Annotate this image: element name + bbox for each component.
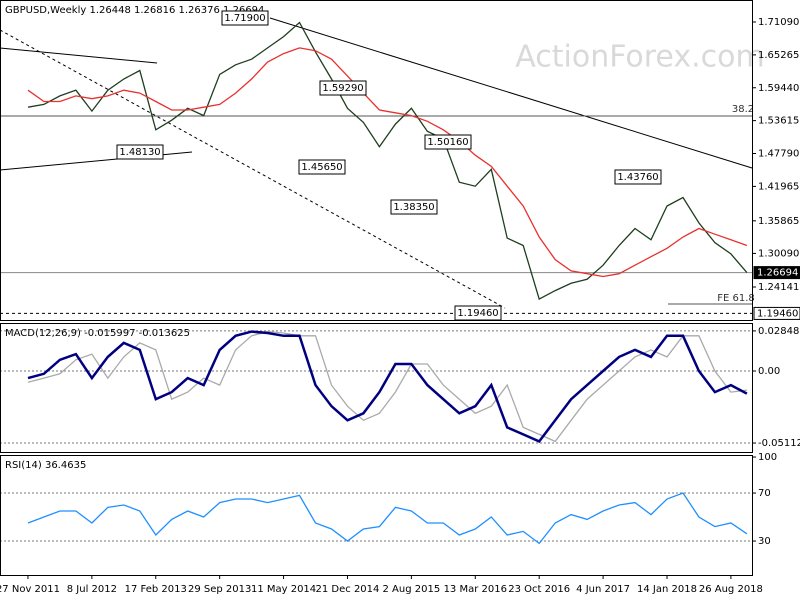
level-label: 1.38350 bbox=[393, 202, 434, 213]
x-tick-label: 14 Jan 2018 bbox=[637, 584, 697, 595]
x-tick-label: 27 Nov 2011 bbox=[0, 584, 60, 595]
x-tick-label: 21 Dec 2014 bbox=[316, 584, 380, 595]
y-tick-label: 100 bbox=[758, 452, 777, 463]
x-tick-label: 29 Sep 2013 bbox=[188, 584, 251, 595]
level-label: 1.45650 bbox=[301, 162, 342, 173]
panel-title: MACD(12,26,9) -0.015997 -0.013625 bbox=[5, 328, 190, 339]
y-tick-label: 1.65265 bbox=[758, 50, 799, 61]
x-tick-label: 2 Aug 2015 bbox=[383, 584, 441, 595]
y-tick-label: 1.53615 bbox=[758, 116, 799, 127]
panel-frame bbox=[0, 0, 753, 321]
level-box bbox=[298, 159, 346, 175]
trend-line bbox=[0, 29, 506, 309]
level-box bbox=[319, 80, 367, 96]
panel-frame bbox=[0, 455, 753, 576]
level-label: 1.43760 bbox=[617, 172, 658, 183]
x-tick-label: 11 May 2014 bbox=[251, 584, 316, 595]
y-tick-label: 1.59440 bbox=[758, 83, 799, 94]
level-box bbox=[390, 199, 438, 215]
series-line bbox=[27, 330, 747, 443]
panel-title: GBPUSD,Weekly 1.26448 1.26816 1.26376 1.… bbox=[5, 5, 264, 16]
level-box bbox=[116, 144, 164, 160]
y-tick-label: 1.71090 bbox=[758, 17, 799, 28]
plots: GBPUSD,Weekly 1.26448 1.26816 1.26376 1.… bbox=[0, 5, 800, 595]
x-tick-label: 4 Jun 2017 bbox=[576, 584, 630, 595]
panel-frame bbox=[0, 323, 753, 453]
x-tick-label: 13 Mar 2016 bbox=[444, 584, 507, 595]
level-box bbox=[424, 134, 472, 150]
y-tick-label: 1.30090 bbox=[758, 248, 799, 259]
watermark: ActionForex.com bbox=[515, 40, 764, 75]
x-tick-label: 23 Oct 2016 bbox=[508, 584, 570, 595]
fib-label: FE 61.8 bbox=[717, 293, 755, 304]
price-label: 1.26694 bbox=[757, 268, 798, 279]
series-line bbox=[27, 492, 748, 545]
y-tick-label: 0.00 bbox=[758, 366, 780, 377]
fib-label: 38.2 bbox=[732, 104, 754, 115]
x-tick-label: 8 Jul 2012 bbox=[67, 584, 117, 595]
x-tick-label: 17 Feb 2013 bbox=[125, 584, 187, 595]
y-tick-label: 30 bbox=[758, 536, 771, 547]
y-tick-label: 70 bbox=[758, 488, 771, 499]
price-box bbox=[753, 306, 800, 320]
level-label: 1.48130 bbox=[119, 147, 160, 158]
y-tick-label: 1.47790 bbox=[758, 149, 799, 160]
level-box bbox=[221, 10, 269, 26]
price-box bbox=[753, 266, 800, 280]
y-tick-label: 1.24141 bbox=[758, 282, 799, 293]
y-tick-label: 1.35865 bbox=[758, 216, 799, 227]
y-tick-label: 1.41965 bbox=[758, 181, 799, 192]
level-label: 1.19460 bbox=[457, 308, 498, 319]
level-box bbox=[614, 169, 662, 185]
level-label: 1.50160 bbox=[427, 137, 468, 148]
series-line bbox=[27, 21, 748, 301]
level-label: 1.59290 bbox=[322, 83, 363, 94]
level-label: 1.71900 bbox=[224, 13, 265, 24]
price-label: 1.19460 bbox=[757, 308, 798, 319]
trend-line bbox=[0, 47, 158, 64]
trend-line bbox=[269, 17, 753, 169]
panel-title: RSI(14) 36.4635 bbox=[5, 460, 86, 471]
series-line bbox=[27, 330, 748, 443]
y-tick-label: 0.028489 bbox=[758, 326, 800, 337]
y-tick-label: -0.051125 bbox=[758, 438, 800, 449]
x-tick-label: 26 Aug 2018 bbox=[699, 584, 763, 595]
series-line bbox=[27, 47, 748, 278]
